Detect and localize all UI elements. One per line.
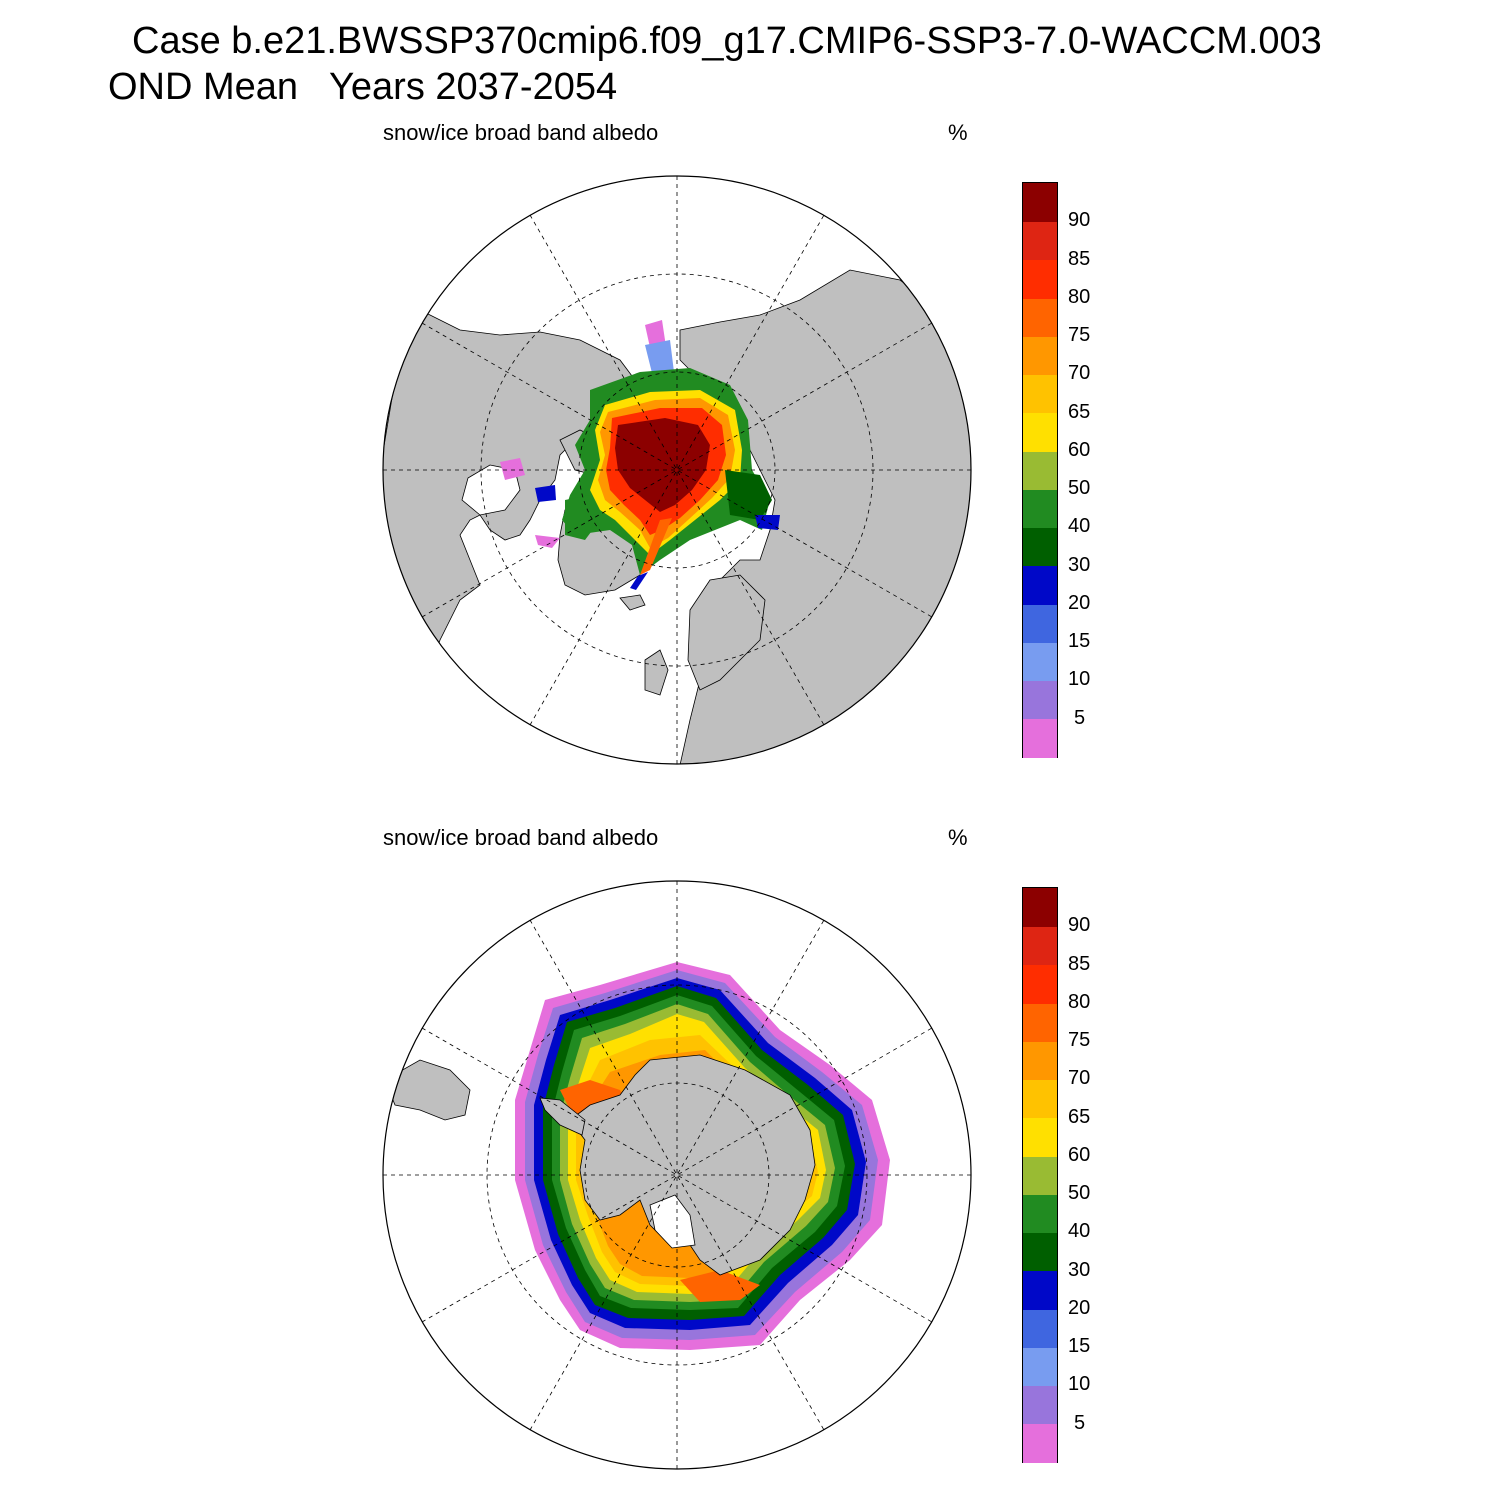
north-colorbar-tick-label: 5 [1074, 706, 1086, 729]
south-panel-units: % [948, 825, 968, 850]
south-map-content [384, 962, 890, 1350]
south-colorbar-tick-label: 10 [1068, 1373, 1091, 1396]
north-colorbar-tick-label: 75 [1068, 324, 1091, 347]
south-colorbar-tick-label: 85 [1068, 952, 1091, 975]
north-colorbar-tick-label: 85 [1068, 247, 1091, 270]
south-colorbar-cell [1023, 1232, 1057, 1272]
north-colorbar-tick-label: 50 [1068, 477, 1091, 500]
south-map-border [382, 880, 972, 1470]
north-colorbar-cell [1023, 412, 1057, 452]
north-colorbar [1022, 182, 1058, 758]
north-ice-barents-green [725, 470, 772, 520]
north-colorbar-tick-label: 20 [1068, 591, 1091, 614]
south-colorbar-tick-label: 40 [1068, 1220, 1091, 1243]
north-panel-units: % [948, 120, 968, 145]
south-graticule [383, 881, 971, 1469]
south-colorbar-tick-label: 80 [1068, 990, 1091, 1013]
north-colorbar-tick-label: 90 [1068, 209, 1091, 232]
south-colorbar-cell [1023, 1270, 1057, 1310]
north-colorbar-cell [1023, 221, 1057, 261]
north-colorbar-cell [1023, 374, 1057, 414]
south-colorbar-cell [1023, 1423, 1057, 1463]
north-ice-east-greenland [640, 518, 672, 575]
south-colorbar-tick-label: 75 [1068, 1029, 1091, 1052]
north-map-border [382, 175, 972, 765]
north-colorbar-cell [1023, 680, 1057, 720]
south-panel-variable-label: snow/ice broad band albedo [383, 825, 659, 850]
north-ice-east-greenland-edge [630, 572, 648, 590]
north-colorbar-tick-label: 80 [1068, 285, 1091, 308]
south-colorbar-cell [1023, 1308, 1057, 1348]
south-colorbar-tick-label: 30 [1068, 1258, 1091, 1281]
south-colorbar-cell [1023, 1347, 1057, 1387]
north-colorbar-cell [1023, 527, 1057, 567]
south-land-antarctic-peninsula [539, 1097, 586, 1136]
north-colorbar-tick-label: 10 [1068, 668, 1091, 691]
south-colorbar-cell [1023, 888, 1057, 927]
north-colorbar-tick-label: 15 [1068, 630, 1091, 653]
north-land-british-isles [644, 649, 669, 696]
north-ice-core-maroon [615, 418, 710, 512]
south-colorbar-tick-label: 50 [1068, 1182, 1091, 1205]
north-colorbar-cell [1023, 642, 1057, 682]
north-colorbar-tick-label: 60 [1068, 438, 1091, 461]
north-colorbar-cell [1023, 603, 1057, 643]
north-map-content [383, 269, 971, 764]
south-colorbar-cell [1023, 1117, 1057, 1157]
south-polar-map [382, 880, 972, 1470]
north-colorbar-cell [1023, 259, 1057, 299]
north-panel-variable-label: snow/ice broad band albedo [383, 120, 659, 145]
north-colorbar-cell [1023, 183, 1057, 222]
north-graticule [383, 176, 971, 764]
south-colorbar-tick-label: 15 [1068, 1335, 1091, 1358]
north-polar-map [382, 175, 972, 765]
south-colorbar-cell [1023, 1002, 1057, 1042]
north-colorbar-cell [1023, 336, 1057, 376]
south-ross-shelf [649, 1194, 696, 1249]
south-colorbar-cell [1023, 1041, 1057, 1081]
south-colorbar-cell [1023, 926, 1057, 966]
north-colorbar-cell [1023, 297, 1057, 337]
south-ice-ross-red [680, 1270, 760, 1302]
north-colorbar-tick-label: 40 [1068, 515, 1091, 538]
north-colorbar-tick-label: 65 [1068, 400, 1091, 423]
north-colorbar-cell [1023, 565, 1057, 605]
figure-title-period: OND Mean Years 2037-2054 [108, 66, 618, 108]
south-land-south-america [384, 1059, 471, 1121]
south-colorbar-cell [1023, 1385, 1057, 1425]
south-colorbar-cell [1023, 1194, 1057, 1234]
south-colorbar-cell [1023, 1155, 1057, 1195]
south-colorbar-tick-label: 20 [1068, 1296, 1091, 1319]
north-land-iceland [619, 594, 646, 611]
north-ice-hudson-blue [535, 485, 556, 502]
north-ice-barents-blue [755, 515, 780, 530]
figure-title-case: Case b.e21.BWSSP370cmip6.f09_g17.CMIP6-S… [132, 20, 1322, 62]
north-ice-hudson-pink [500, 458, 525, 480]
north-colorbar-tick-label: 30 [1068, 553, 1091, 576]
south-colorbar-tick-label: 5 [1074, 1411, 1086, 1434]
north-colorbar-cell [1023, 450, 1057, 490]
south-colorbar-tick-label: 70 [1068, 1067, 1091, 1090]
south-colorbar-tick-label: 90 [1068, 914, 1091, 937]
south-colorbar-tick-label: 65 [1068, 1105, 1091, 1128]
north-colorbar-tick-label: 70 [1068, 362, 1091, 385]
south-colorbar-cell [1023, 964, 1057, 1004]
north-ice-baffin-green [565, 495, 600, 540]
south-colorbar-tick-label: 60 [1068, 1143, 1091, 1166]
north-colorbar-cell [1023, 718, 1057, 758]
north-ice-labrador-pink [535, 535, 560, 548]
north-colorbar-cell [1023, 489, 1057, 529]
north-land-scandinavia [687, 574, 766, 691]
south-colorbar-cell [1023, 1079, 1057, 1119]
south-colorbar [1022, 887, 1058, 1463]
